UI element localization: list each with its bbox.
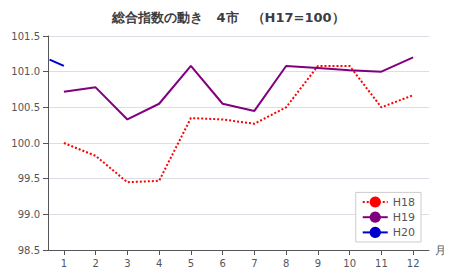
svg-text:月: 月 [435,244,446,257]
svg-text:1: 1 [61,258,67,269]
svg-text:H18: H18 [393,196,415,209]
svg-text:101.5: 101.5 [11,31,40,42]
svg-text:100.5: 100.5 [11,102,40,113]
svg-text:7: 7 [251,258,257,269]
svg-text:8: 8 [283,258,289,269]
svg-text:H20: H20 [393,226,415,239]
svg-text:2: 2 [92,258,98,269]
svg-text:11: 11 [375,258,388,269]
svg-text:6: 6 [219,258,225,269]
svg-text:100.0: 100.0 [11,138,40,149]
svg-text:4: 4 [156,258,162,269]
svg-text:99.5: 99.5 [18,173,40,184]
svg-text:12: 12 [407,258,420,269]
svg-text:総合指数の動き 4市 （H17=100）: 総合指数の動き 4市 （H17=100） [111,10,344,25]
svg-text:101.0: 101.0 [11,66,40,77]
svg-text:5: 5 [188,258,194,269]
svg-text:98.5: 98.5 [18,245,40,256]
svg-text:9: 9 [315,258,321,269]
svg-text:10: 10 [343,258,356,269]
svg-text:H19: H19 [393,211,415,224]
svg-text:99.0: 99.0 [18,209,40,220]
svg-text:3: 3 [124,258,130,269]
